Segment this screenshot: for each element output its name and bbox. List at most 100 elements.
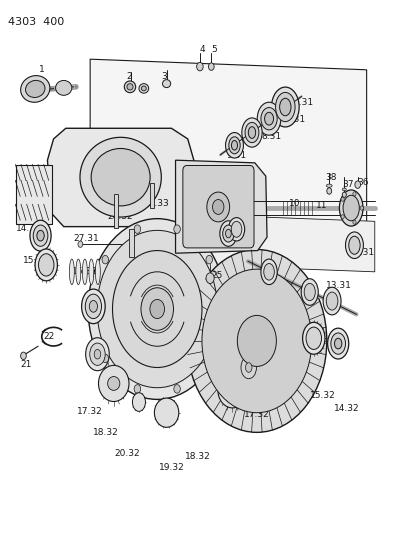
Ellipse shape [38,254,54,276]
Text: 15.32: 15.32 [23,256,49,264]
Text: 37: 37 [342,180,354,189]
Text: 24: 24 [183,303,194,312]
Text: 4303  400: 4303 400 [8,17,64,27]
Ellipse shape [237,351,261,384]
Text: 8.31: 8.31 [228,224,248,233]
Ellipse shape [76,259,81,285]
Circle shape [141,288,173,330]
Text: 38: 38 [325,173,337,182]
Ellipse shape [98,366,129,401]
Ellipse shape [82,259,87,285]
Text: 15.32: 15.32 [310,391,335,400]
Ellipse shape [328,328,349,359]
Ellipse shape [142,86,146,91]
Ellipse shape [264,112,273,125]
Text: 17.32: 17.32 [77,407,103,416]
Circle shape [206,354,213,362]
Text: 29.33: 29.33 [144,199,170,208]
Text: 1: 1 [39,66,45,74]
Polygon shape [175,160,267,253]
Ellipse shape [82,289,105,324]
Circle shape [202,269,312,413]
Circle shape [208,63,214,70]
Ellipse shape [218,372,247,408]
Text: 13.31: 13.31 [326,281,352,290]
Ellipse shape [186,166,202,188]
Ellipse shape [228,217,245,241]
Ellipse shape [154,398,179,427]
Ellipse shape [55,80,72,95]
Ellipse shape [89,259,94,285]
Circle shape [134,225,141,233]
Ellipse shape [94,350,101,359]
Text: 8.31: 8.31 [261,132,281,141]
Text: 11: 11 [316,201,327,211]
Circle shape [134,385,141,393]
Ellipse shape [248,127,256,139]
Text: 21: 21 [20,360,31,369]
Bar [150,182,154,208]
FancyBboxPatch shape [183,165,254,248]
Circle shape [174,385,180,393]
Ellipse shape [271,87,299,127]
Text: 10: 10 [289,199,301,208]
Text: 16.32: 16.32 [72,268,98,276]
Text: 4: 4 [200,45,206,54]
Ellipse shape [139,84,149,93]
Ellipse shape [26,80,45,98]
Ellipse shape [35,249,58,281]
Text: 28.32: 28.32 [107,212,133,221]
Circle shape [218,305,225,313]
Circle shape [342,192,346,197]
Ellipse shape [108,376,120,390]
Circle shape [327,188,332,194]
Text: 19.32: 19.32 [159,463,185,472]
Circle shape [21,352,26,360]
Text: 16.32: 16.32 [260,394,286,403]
Text: 2: 2 [127,71,132,80]
Ellipse shape [245,123,259,143]
Text: 6.31: 6.31 [293,98,314,107]
Circle shape [197,62,203,71]
Ellipse shape [162,79,171,87]
Polygon shape [47,128,194,227]
Ellipse shape [226,229,231,238]
Bar [129,229,134,257]
Ellipse shape [30,220,51,251]
Ellipse shape [246,363,252,372]
Ellipse shape [306,327,322,350]
Text: 26.33: 26.33 [127,244,153,253]
Ellipse shape [90,343,105,366]
Text: 18.32: 18.32 [184,453,210,462]
Ellipse shape [326,184,332,187]
Ellipse shape [342,188,346,191]
Circle shape [341,215,344,219]
Ellipse shape [241,357,257,378]
Circle shape [237,316,276,367]
Ellipse shape [127,84,133,90]
Polygon shape [90,59,367,229]
Text: 27.31: 27.31 [73,235,99,244]
Circle shape [341,197,344,201]
Ellipse shape [95,259,100,285]
Ellipse shape [335,338,342,349]
Text: 22: 22 [43,332,55,341]
Text: 9.31: 9.31 [226,151,246,160]
Ellipse shape [220,221,237,246]
Ellipse shape [261,108,277,130]
Ellipse shape [37,230,44,241]
Circle shape [360,206,364,210]
Ellipse shape [133,393,145,411]
Bar [16,165,52,224]
Text: 18.32: 18.32 [93,428,119,437]
Text: 5: 5 [211,45,217,54]
Ellipse shape [86,338,109,370]
Text: 14.32: 14.32 [16,224,42,233]
Text: 12: 12 [244,223,255,232]
Circle shape [102,255,109,264]
Circle shape [206,255,213,264]
Ellipse shape [275,92,295,122]
Circle shape [90,305,96,313]
Ellipse shape [331,333,346,354]
Circle shape [78,241,83,247]
